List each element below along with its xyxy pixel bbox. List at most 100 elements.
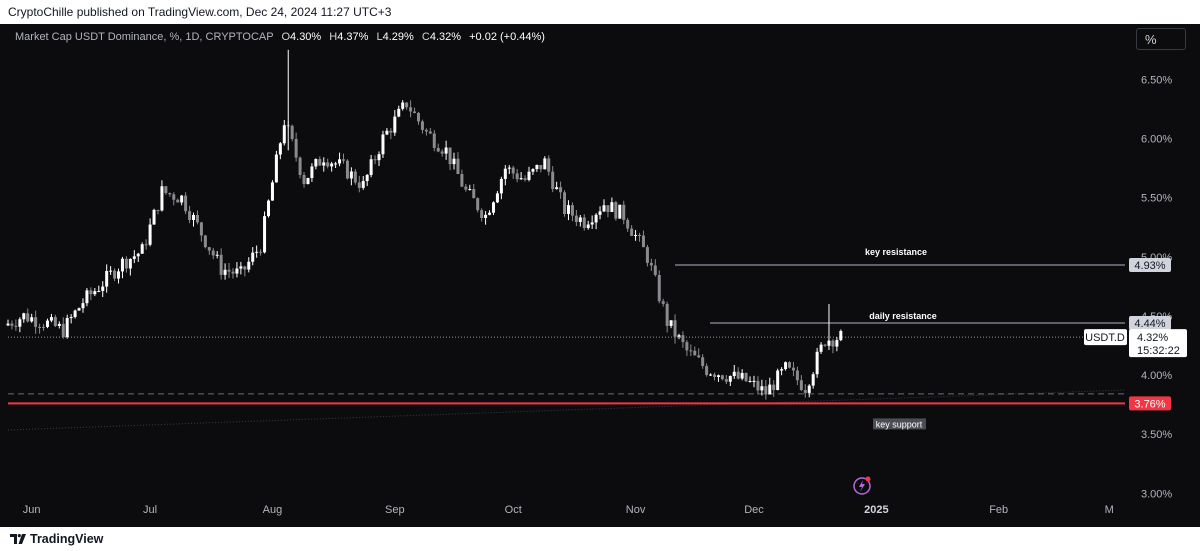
candle-body [128,258,132,269]
publish-text: CryptoChille published on TradingView.co… [8,5,392,19]
candle-body [795,370,799,381]
candle-body [349,171,353,179]
candle-body [14,325,18,327]
chart-frame[interactable]: 3.00%3.50%4.00%4.50%5.00%5.50%6.00%6.50%… [0,24,1200,527]
candle-body [188,211,192,220]
candle-body [132,256,136,259]
candle-body [353,171,357,183]
candle-body [764,386,768,395]
candle-body [120,258,124,272]
candle-body [148,224,152,245]
x-tick-label-0: Jun [23,504,41,516]
candle-body [669,320,673,326]
candle-body [117,271,121,279]
tradingview-logo-icon[interactable] [10,533,26,545]
candle-body [547,158,551,172]
candle-body [302,174,306,185]
candle-body [657,275,661,302]
candle-body [685,342,689,351]
candle-body [294,138,298,158]
candle-body [424,129,428,132]
candle-body [211,250,215,256]
event-dot-icon [865,476,871,482]
candle-body [259,251,263,253]
candle-body [515,173,519,180]
candle-body [97,290,101,292]
candle-body [709,374,713,376]
candle-body [310,166,314,178]
key-resistance-tag-bg [1129,258,1171,273]
legend-close: 4.32% [429,31,462,43]
candle-body [243,266,247,270]
candle-body [156,209,160,211]
candle-body [543,158,547,170]
candle-body [227,269,231,272]
candle-body [582,217,586,229]
candle-body [484,214,488,218]
candle-body [736,371,740,379]
candle-body [839,330,843,341]
key-support-tag-bg [1129,396,1171,411]
candle-body [440,151,444,154]
candle-body [373,159,377,161]
candle-body [444,147,448,154]
candle-body [152,209,156,225]
legend-low: 4.29% [382,31,414,43]
candle-body [697,355,701,358]
candle-body [566,205,570,214]
candle-body [274,154,278,183]
candle-body [405,102,409,108]
candle-body [113,270,117,279]
price-chart[interactable]: 3.00%3.50%4.00%4.50%5.00%5.50%6.00%6.50%… [0,24,1200,527]
current-price-bg [1129,329,1187,358]
daily-resistance-tag: 4.44% [1134,318,1165,330]
candle-body [665,303,669,326]
candle-body [26,313,30,322]
candle-body [136,253,140,257]
candle-body [318,159,322,166]
candle-body [42,326,46,328]
candle-body [511,167,515,174]
percent-scale-button[interactable]: % [1136,28,1186,50]
candle-body [724,379,728,382]
candle-body [448,147,452,165]
candle-body [788,362,792,368]
x-tick-label-3: Sep [385,504,405,516]
candle-body [460,174,464,187]
candle-body [626,219,630,229]
candle-body [215,254,219,256]
candle-body [81,303,85,309]
candle-body [180,195,184,203]
candle-body [65,318,69,338]
legend-open-label: O [281,31,291,43]
candle-body [480,210,484,218]
candle-body [34,317,38,327]
candle-body [807,385,811,393]
key-resistance-label: key resistance [865,247,927,257]
candle-body [93,291,97,295]
candle-body [539,165,543,170]
candle-body [144,244,148,246]
candle-body [290,125,294,139]
candle-body [361,181,365,188]
candle-body [641,235,645,248]
candle-body [720,375,724,380]
lightning-bolt-icon [859,480,865,492]
legend-high-label: H [329,31,338,43]
candle-body [282,125,286,144]
candle-body [638,235,642,237]
candle-body [270,182,274,201]
candle-body [22,313,26,320]
candle-body [199,222,203,236]
candle-body [207,247,211,251]
key-support-label-bg [873,418,926,430]
candle-body [472,189,476,199]
candle-body [681,335,685,343]
candle-body [267,200,271,217]
countdown-label: 15:32:22 [1137,345,1180,357]
candle-body [819,344,823,352]
publish-bar: CryptoChille published on TradingView.co… [0,0,1200,24]
candle-body [677,335,681,337]
candle-body [713,374,717,377]
candle-body [491,202,495,213]
